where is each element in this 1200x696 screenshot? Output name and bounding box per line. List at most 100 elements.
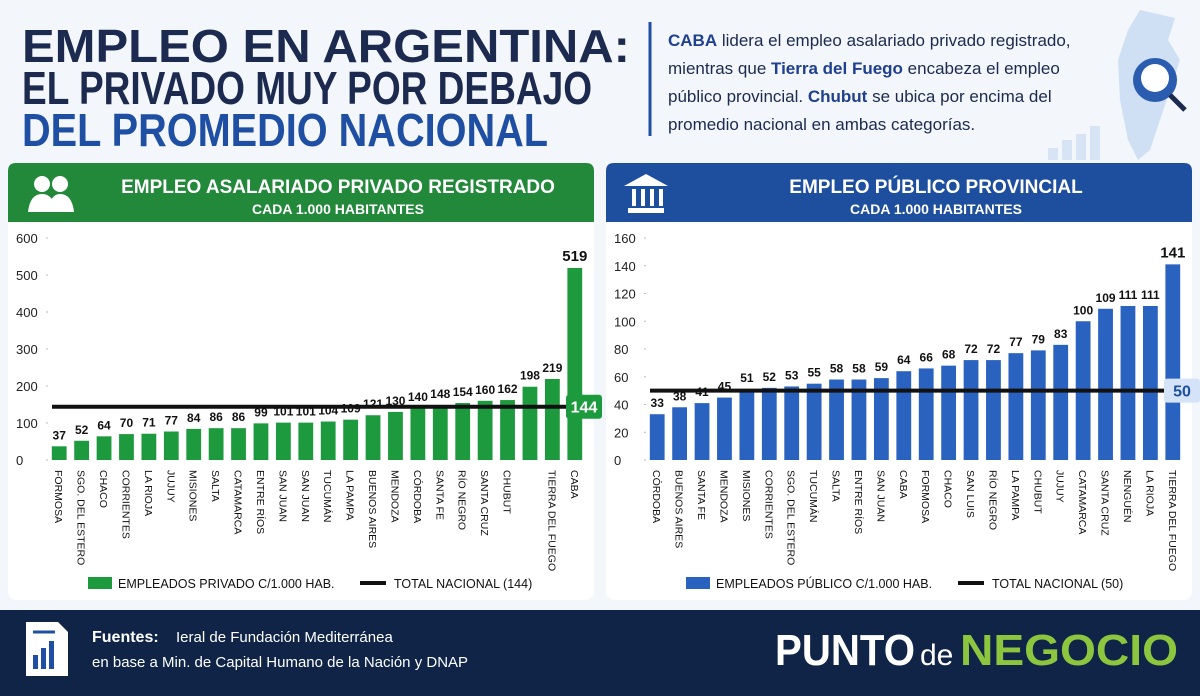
bar: [672, 407, 688, 460]
title: EMPLEO EN ARGENTINA:EL PRIVADO MUY POR D…: [22, 20, 630, 156]
text: encabeza el empleo: [903, 59, 1060, 78]
source-text: Ieral de Fundación Mediterránea: [176, 629, 393, 646]
icon: [632, 189, 636, 206]
value-label: 58: [852, 362, 866, 376]
value-label: 52: [763, 370, 777, 384]
value-label: 70: [120, 416, 134, 430]
bar: [1142, 305, 1158, 460]
x-tick-label: SAN JUAN: [276, 470, 288, 522]
reference-value: 50: [1173, 384, 1191, 401]
text: promedio nacional en ambas categorías.: [668, 115, 975, 134]
panel: [8, 163, 594, 600]
charts: EMPLEO ASALARIADO PRIVADO REGISTRADO CADA…: [8, 163, 1200, 591]
value-label: 53: [785, 368, 799, 382]
x-tick-label: MENDOZA: [388, 470, 400, 523]
y-tick-label: 0: [614, 453, 621, 468]
x-tick-label: SALTA: [209, 470, 221, 502]
x-tick-label: NENGUÉN: [1121, 470, 1134, 523]
x-tick-label: CATAMARCA: [232, 470, 244, 534]
x-tick-label: FORMOSA: [52, 470, 64, 523]
x-tick-label: CATAMARCA: [1076, 470, 1088, 534]
text: público provincial.: [668, 87, 808, 106]
bar: [365, 415, 381, 460]
bar: [896, 371, 912, 460]
title-line: EL PRIVADO MUY POR DEBAJO: [22, 62, 592, 114]
text: mientras que: [668, 59, 771, 78]
x-tick-label: CHUBUT: [501, 470, 513, 514]
value-label: 52: [75, 423, 89, 437]
value-label: 71: [142, 416, 156, 430]
icon: [624, 174, 668, 213]
x-tick-label: CHUBUT: [1031, 470, 1043, 514]
bar: [298, 422, 314, 460]
value-label: 77: [1009, 335, 1023, 349]
value-label: 100: [1073, 303, 1093, 317]
x-tick-label: BUENOS AIRES: [366, 470, 378, 548]
value-label: 84: [187, 411, 201, 425]
bar: [388, 411, 403, 460]
description-line: promedio nacional en ambas categorías.: [668, 115, 975, 134]
x-tick-label: LA RIOJA: [1143, 470, 1155, 516]
value-label: 64: [897, 353, 911, 367]
x-tick-label: TUCUMÁN: [321, 470, 334, 523]
bar: [410, 408, 426, 460]
x-tick-label: SANTA FE: [695, 470, 707, 520]
x-tick-label: FORMOSA: [919, 470, 931, 523]
value-label: 111: [1119, 288, 1138, 302]
x-tick-label: LA PAMPA: [344, 470, 356, 520]
value-label: 55: [807, 366, 821, 380]
x-tick-label: CABA: [897, 470, 909, 499]
value-label: 33: [651, 396, 665, 410]
bar: [784, 386, 800, 460]
bar: [941, 365, 957, 460]
x-tick-label: CHACO: [942, 470, 954, 508]
bar: [761, 387, 777, 460]
reference-box: [1164, 378, 1200, 403]
bar: [829, 379, 844, 460]
x-tick-label: CORRIENTES: [119, 470, 131, 539]
chart-subtitle: CADA 1.000 HABITANTES: [850, 201, 1022, 217]
icon: [641, 189, 645, 206]
value-label: 519: [562, 248, 587, 265]
y-tick-label: 100: [16, 416, 38, 431]
bar: [500, 400, 515, 460]
description-line: mientras que Tierra del Fuego encabeza e…: [668, 59, 1060, 78]
bar: [873, 378, 889, 460]
bar: [567, 267, 583, 460]
x-tick-label: SANTA CRUZ: [478, 470, 490, 536]
bar: [51, 446, 67, 460]
bar: [477, 400, 493, 460]
x-tick-label: SGO. DEL ESTERO: [785, 470, 797, 565]
y-tick-label: 20: [614, 425, 628, 440]
bar: [231, 428, 246, 460]
y-tick-label: 40: [614, 398, 628, 413]
reference-box: [566, 394, 602, 419]
value-label: 130: [385, 394, 405, 408]
y-tick-label: 600: [16, 231, 38, 246]
source-label: Fuentes:: [92, 629, 159, 646]
source-text: en base a Min. de Capital Humano de la N…: [92, 654, 468, 671]
y-tick-label: 60: [614, 370, 628, 385]
value-label: 219: [542, 361, 562, 375]
y-tick-label: 200: [16, 379, 38, 394]
x-tick-label: ENTRE RÍOS: [254, 470, 267, 534]
x-tick-label: JUJUY: [1054, 470, 1066, 503]
value-label: 68: [942, 348, 956, 362]
logo: NEGOCIO: [960, 626, 1178, 675]
bar: [522, 386, 538, 460]
y-tick-label: 0: [16, 453, 23, 468]
value-label: 86: [209, 410, 223, 424]
growth-icon: [1048, 126, 1100, 160]
x-tick-label: CÓRDOBA: [650, 470, 663, 523]
value-label: 109: [1096, 291, 1116, 305]
value-label: 121: [363, 397, 383, 411]
legend-label: EMPLEADOS PÚBLICO C/1.000 HAB.: [716, 576, 932, 591]
icon: [52, 176, 68, 192]
search-icon-inner: [1141, 64, 1169, 92]
x-tick-label: BUENOS AIRES: [673, 470, 685, 548]
value-label: 77: [165, 414, 179, 428]
value-label: 58: [830, 362, 844, 376]
description: CABA lidera el empleo asalariado privado…: [668, 31, 1071, 134]
